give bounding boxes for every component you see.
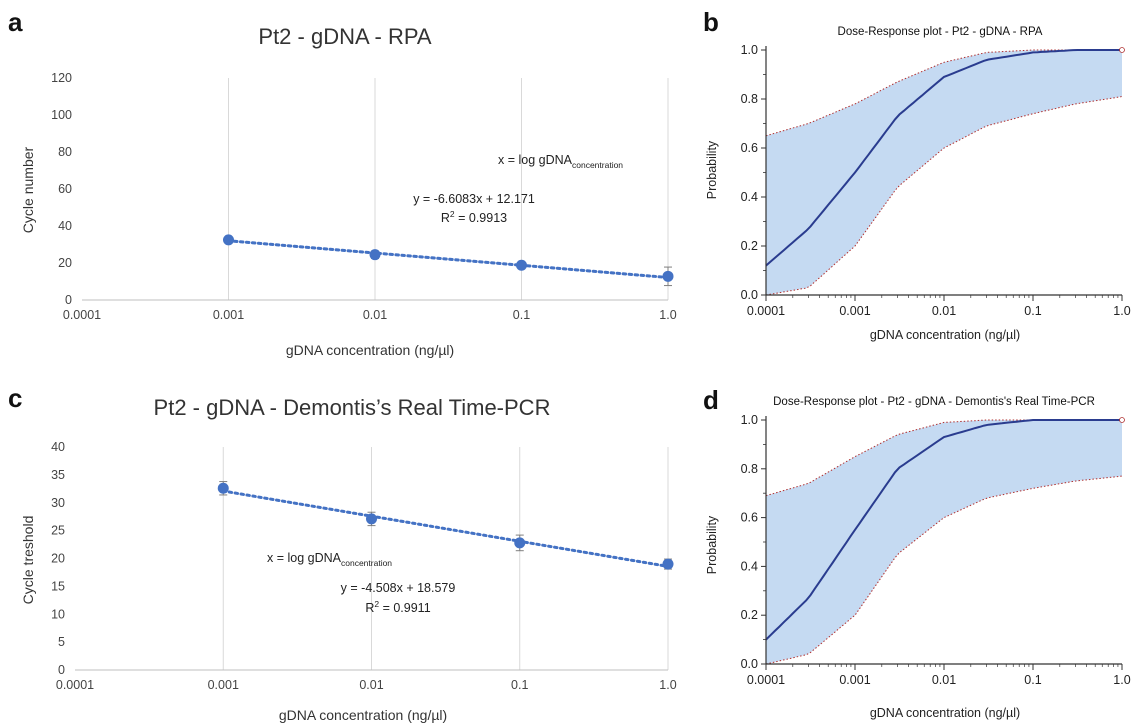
y-tick-label-d: 0.8 — [741, 462, 758, 476]
x-axis-label-a: gDNA concentration (ng/µl) — [286, 342, 454, 358]
x-definition-c: x = log gDNAconcentration — [267, 551, 392, 568]
data-point-c — [217, 482, 229, 494]
chart-title-a: Pt2 - gDNA - RPA — [258, 24, 432, 49]
x-tick-label-d: 0.0001 — [747, 673, 785, 687]
trendline-c — [221, 489, 670, 568]
y-tick-label-b: 0.2 — [741, 239, 758, 253]
y-tick-label-a: 40 — [58, 219, 72, 233]
fit-curve-d — [765, 419, 1122, 641]
panel-c: c Pt2 - gDNA - Demontis’s Real Time-PCR … — [8, 383, 677, 723]
plot-area-c: 0 5 10 15 20 25 30 35 40 0.0001 0.001 0.01 0.1 1.0 — [51, 440, 677, 692]
chart-title-d: Dose-Response plot - Pt2 - gDNA - Demont… — [773, 396, 1095, 408]
x-tick-label-b: 1.0 — [1113, 304, 1130, 318]
y-tick-label-d: 0.0 — [741, 657, 758, 671]
y-tick-label-b: 0.0 — [741, 288, 758, 302]
data-point-c — [662, 558, 674, 570]
y-tick-label-a: 100 — [51, 108, 72, 122]
x-tick-label-d: 0.001 — [839, 673, 870, 687]
panel-label-c: c — [8, 383, 22, 413]
panel-label-d: d — [703, 385, 719, 415]
data-point-c — [366, 513, 377, 525]
r-squared-a: R2 = 0.9913 — [441, 209, 507, 225]
y-tick-label-c: 15 — [51, 579, 65, 593]
endpoint-marker-b — [1119, 47, 1125, 53]
y-tick-label-c: 5 — [58, 635, 65, 649]
chart-title-b: Dose-Response plot - Pt2 - gDNA - RPA — [838, 26, 1043, 38]
regression-equation-c: y = -4.508x + 18.579 — [341, 581, 456, 595]
panel-b: b Dose-Response plot - Pt2 - gDNA - RPA … — [703, 7, 1131, 342]
x-tick-label-b: 0.0001 — [747, 304, 785, 318]
plot-area-a: 0 20 40 60 80 100 120 0.0001 0.001 0.01 0.1 1.0 — [51, 71, 677, 322]
x-tick-label-a: 0.0001 — [63, 308, 101, 322]
x-tick-label-c: 1.0 — [659, 678, 676, 692]
data-point-c — [514, 537, 526, 549]
x-definition-a: x = log gDNAconcentration — [498, 153, 623, 170]
regression-equation-a: y = -6.6083x + 12.171 — [413, 192, 535, 206]
y-tick-label-a: 60 — [58, 182, 72, 196]
y-tick-label-c: 20 — [51, 552, 65, 566]
x-tick-label-d: 0.1 — [1024, 673, 1041, 687]
x-tick-label-b: 0.1 — [1024, 304, 1041, 318]
y-tick-label-c: 25 — [51, 524, 65, 538]
y-tick-label-c: 35 — [51, 468, 65, 482]
y-axis-label-c: Cycle treshold — [20, 516, 36, 605]
x-tick-label-d: 1.0 — [1113, 673, 1130, 687]
x-tick-label-c: 0.1 — [511, 678, 528, 692]
y-axis-label-d: Probability — [705, 515, 719, 574]
data-point-a — [662, 270, 674, 282]
data-point-a — [223, 234, 234, 246]
data-point-a — [369, 249, 381, 261]
plot-area-b: 0.0 0.2 0.4 0.6 0.8 1.0 0.0001 0.001 0.01 0.1 1.0 — [741, 43, 1131, 318]
y-axis-label-b: Probability — [705, 140, 719, 199]
panel-d: d Dose-Response plot - Pt2 - gDNA - Demo… — [703, 385, 1131, 720]
y-tick-label-b: 0.4 — [741, 190, 758, 204]
confidence-band-b — [766, 50, 1122, 295]
panel-label-b: b — [703, 7, 719, 37]
x-tick-label-b: 0.001 — [839, 304, 870, 318]
x-tick-label-c: 0.0001 — [56, 678, 94, 692]
y-tick-label-d: 0.2 — [741, 608, 758, 622]
x-tick-label-d: 0.01 — [932, 673, 956, 687]
panel-label-a: a — [8, 7, 23, 37]
y-tick-label-c: 40 — [51, 440, 65, 454]
y-tick-label-c: 0 — [58, 663, 65, 677]
y-tick-label-b: 0.6 — [741, 141, 758, 155]
trendline-a — [227, 239, 670, 279]
panel-a: a Pt2 - gDNA - RPA 0 20 40 60 80 100 120 0.0001… — [8, 7, 677, 358]
x-axis-label-b: gDNA concentration (ng/µl) — [870, 328, 1020, 342]
data-point-a — [516, 259, 527, 271]
x-tick-label-a: 0.1 — [513, 308, 530, 322]
y-tick-label-a: 80 — [58, 145, 72, 159]
x-tick-label-c: 0.001 — [208, 678, 239, 692]
x-axis-label-c: gDNA concentration (ng/µl) — [279, 707, 447, 723]
y-tick-label-b: 1.0 — [741, 43, 758, 57]
x-tick-label-c: 0.01 — [359, 678, 383, 692]
x-tick-label-a: 1.0 — [659, 308, 676, 322]
r-squared-c: R2 = 0.9911 — [365, 599, 430, 615]
y-tick-label-d: 0.6 — [741, 511, 758, 525]
chart-title-c: Pt2 - gDNA - Demontis’s Real Time-PCR — [154, 395, 551, 420]
x-tick-label-a: 0.01 — [363, 308, 387, 322]
endpoint-marker-d — [1119, 417, 1125, 423]
lower-bound-line-b — [765, 96, 1123, 296]
y-tick-label-a: 20 — [58, 256, 72, 270]
y-tick-label-d: 1.0 — [741, 413, 758, 427]
y-axis-label-a: Cycle number — [20, 146, 36, 233]
x-axis-label-d: gDNA concentration (ng/µl) — [870, 706, 1020, 720]
plot-area-d: 0.0 0.2 0.4 0.6 0.8 1.0 0.0001 0.001 0.01 0.1 1.0 — [741, 413, 1131, 687]
fit-curve-b — [765, 49, 1122, 267]
confidence-band-d — [766, 420, 1122, 664]
y-tick-label-d: 0.4 — [741, 559, 758, 573]
y-tick-label-a: 0 — [65, 293, 72, 307]
y-tick-label-c: 30 — [51, 496, 65, 510]
y-tick-label-b: 0.8 — [741, 92, 758, 106]
x-tick-label-a: 0.001 — [213, 308, 244, 322]
x-tick-label-b: 0.01 — [932, 304, 956, 318]
y-tick-label-c: 10 — [51, 607, 65, 621]
y-tick-label-a: 120 — [51, 71, 72, 85]
